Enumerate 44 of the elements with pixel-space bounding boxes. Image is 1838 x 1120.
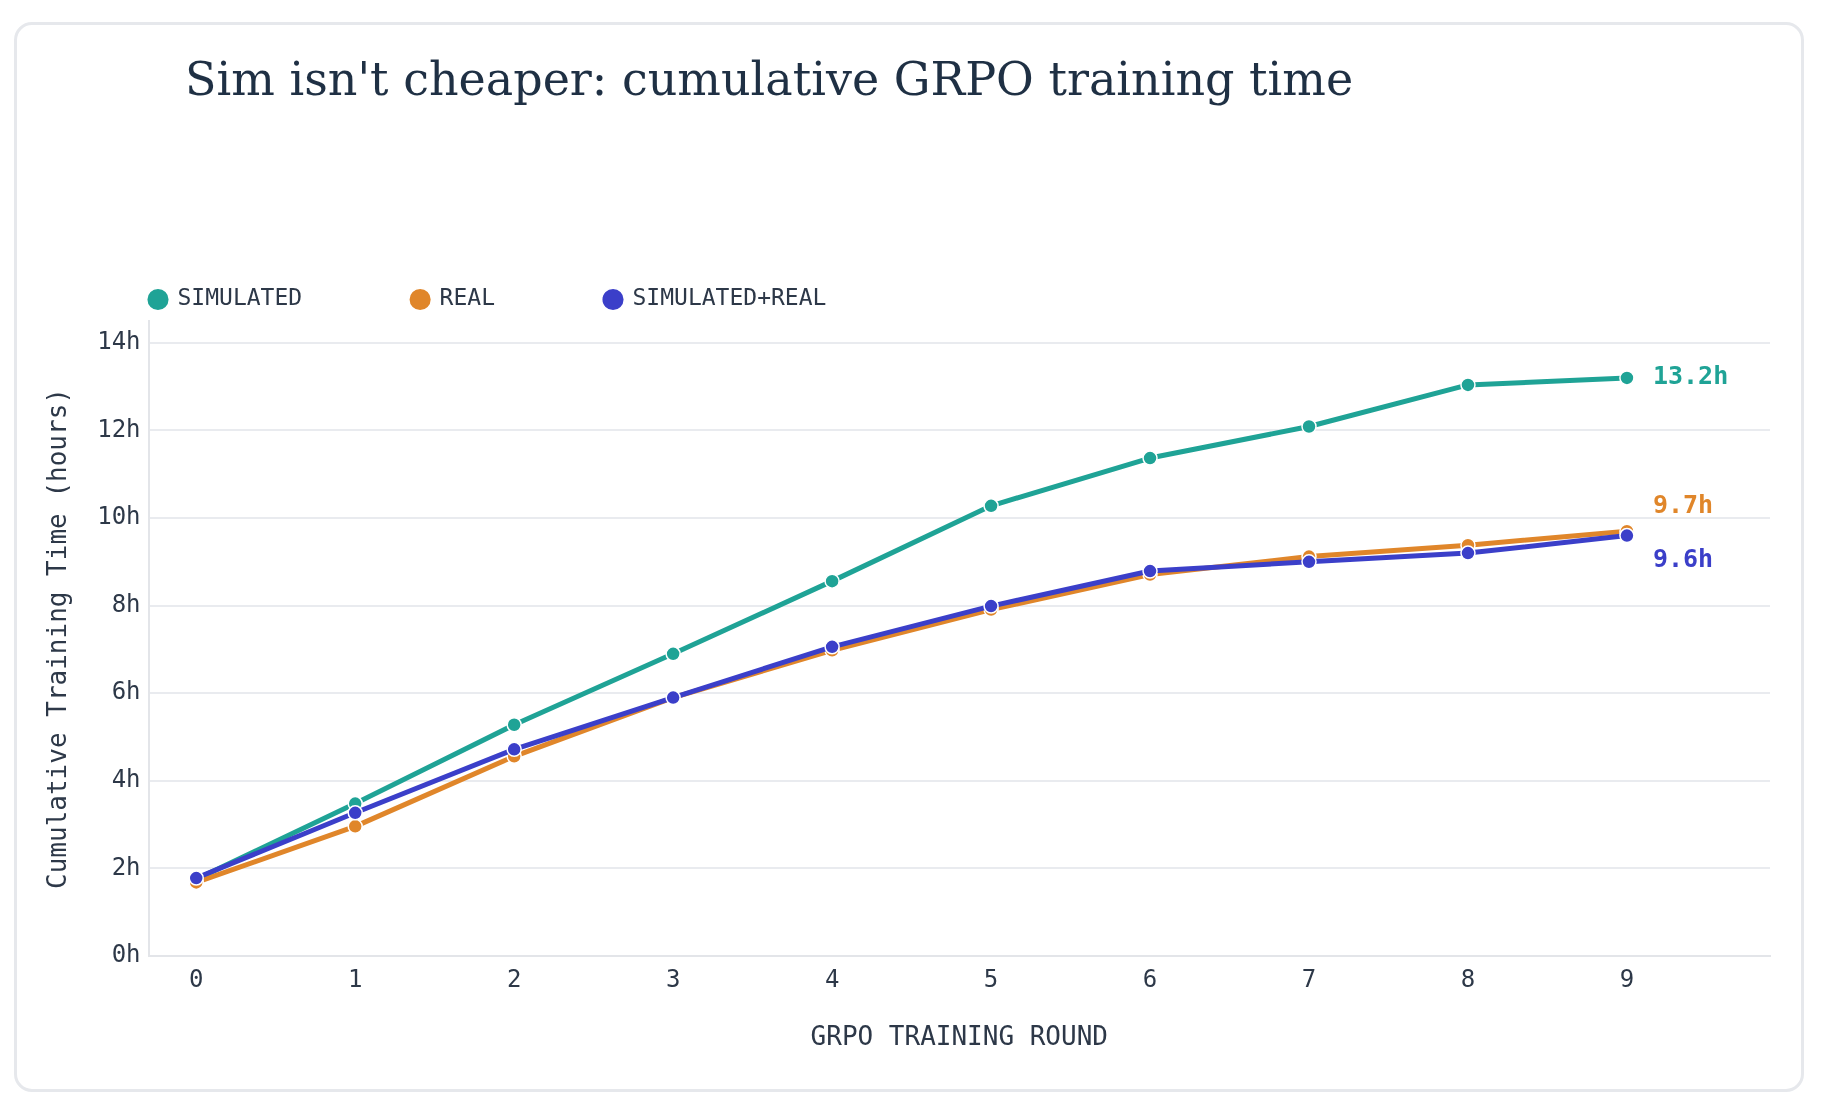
- x-tick-label: 7: [1301, 964, 1317, 993]
- x-tick-label: 5: [983, 964, 999, 993]
- y-tick-label: 12h: [97, 414, 141, 443]
- x-tick-label: 6: [1142, 964, 1158, 993]
- data-label: 9.6h: [1652, 543, 1714, 573]
- point: [1619, 370, 1635, 386]
- point: [824, 573, 840, 589]
- point: [506, 717, 522, 733]
- x-tick-label: 8: [1460, 964, 1476, 993]
- x-tick-label: 9: [1619, 964, 1635, 993]
- point: [1301, 554, 1317, 570]
- y-tick-label: 4h: [111, 765, 141, 794]
- chart-title: Sim isn't cheaper: cumulative GRPO training time: [185, 51, 1354, 106]
- point: [506, 741, 522, 758]
- x-tick-label: 0: [189, 964, 204, 993]
- y-tick-label: 10h: [97, 502, 141, 531]
- point: [347, 805, 363, 821]
- point: [1142, 450, 1158, 466]
- y-tick-label: 14h: [97, 327, 141, 356]
- x-tick-label: 2: [506, 964, 522, 993]
- point: [1460, 377, 1476, 393]
- legend-label: SIMULATED+REAL: [632, 284, 827, 311]
- data-label: 9.7h: [1652, 489, 1714, 519]
- point: [983, 498, 999, 514]
- point: [665, 646, 681, 662]
- point: [1142, 563, 1158, 579]
- data-label: 13.2h: [1652, 361, 1729, 391]
- x-tick-label: 3: [665, 964, 681, 993]
- point: [983, 598, 999, 614]
- y-axis-title: Cumulative Training Time (hours): [42, 388, 73, 889]
- x-axis-title: GRPO TRAINING ROUND: [810, 1021, 1108, 1052]
- x-tick-label: 1: [347, 964, 363, 993]
- point: [1460, 545, 1476, 561]
- legend-label: REAL: [439, 284, 496, 311]
- point: [824, 639, 840, 655]
- y-tick-label: 6h: [111, 677, 141, 706]
- legend-label: SIMULATED: [177, 284, 303, 311]
- y-tick-label: 2h: [111, 852, 141, 881]
- point: [1619, 527, 1635, 544]
- y-tick-label: 0h: [111, 940, 141, 969]
- point: [347, 818, 363, 835]
- point: [1301, 418, 1317, 435]
- x-tick-label: 4: [824, 964, 840, 993]
- y-tick-label: 8h: [111, 589, 141, 618]
